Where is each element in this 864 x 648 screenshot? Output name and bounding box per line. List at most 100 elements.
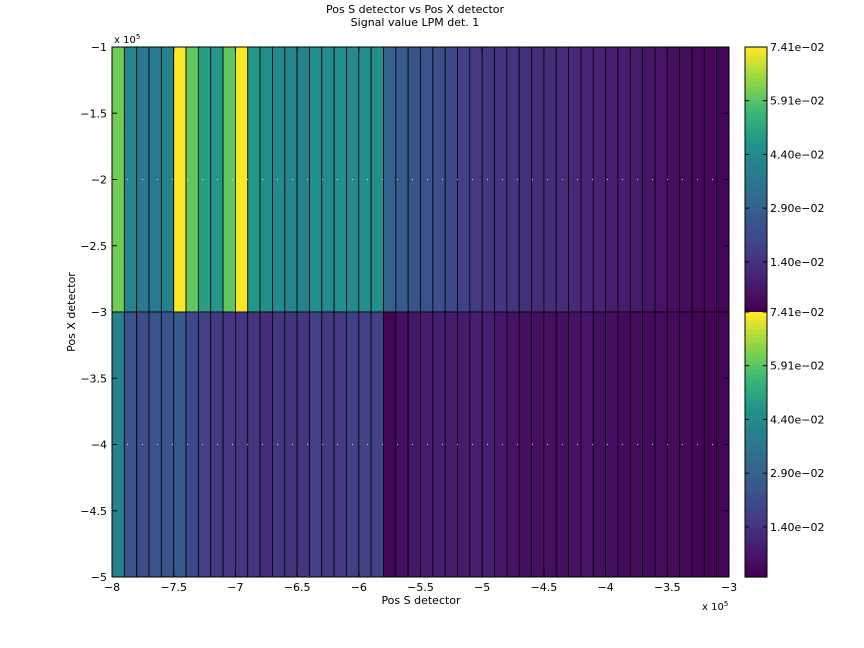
heatmap-cell bbox=[407, 311, 421, 578]
colorbar-segment bbox=[745, 440, 767, 446]
heatmap-cell bbox=[432, 311, 446, 578]
colorbar-segment bbox=[745, 404, 767, 410]
heatmap-cell bbox=[457, 311, 471, 578]
colorbar-segment bbox=[745, 100, 767, 106]
heatmap-cell bbox=[222, 46, 236, 313]
heatmap-cell bbox=[703, 311, 718, 578]
colorbar-segment bbox=[745, 272, 767, 278]
colorbar-segment bbox=[745, 108, 767, 114]
heatmap-cell bbox=[617, 311, 631, 578]
heatmap-cell bbox=[383, 46, 397, 313]
colorbar-segment bbox=[745, 413, 767, 419]
colorbar-tick-label: 1.40e−02 bbox=[770, 521, 824, 534]
colorbar-segment bbox=[745, 298, 767, 304]
colorbar-segment bbox=[745, 546, 767, 552]
heatmap-cell bbox=[543, 46, 557, 313]
heatmap-cell bbox=[518, 311, 532, 578]
colorbar-segment bbox=[745, 223, 767, 229]
colorbar-segment bbox=[745, 117, 767, 123]
colorbar-segment bbox=[745, 550, 767, 556]
colorbar-segment bbox=[745, 86, 767, 92]
heatmap-cell bbox=[642, 311, 656, 578]
colorbar-segment bbox=[745, 568, 767, 574]
heatmap-cell bbox=[679, 311, 693, 578]
colorbar-segment bbox=[745, 228, 767, 234]
colorbar-segment bbox=[745, 448, 767, 454]
colorbar-segment bbox=[745, 170, 767, 176]
x-tick-label: −3.5 bbox=[654, 581, 681, 594]
heatmap-cell bbox=[691, 311, 705, 578]
heatmap-cell bbox=[543, 311, 557, 578]
heatmap-cell bbox=[703, 46, 718, 313]
colorbar-segment bbox=[745, 175, 767, 181]
heatmap-cell bbox=[469, 311, 483, 578]
colorbar-segment bbox=[745, 400, 767, 406]
heatmap-cell bbox=[247, 311, 261, 578]
heatmap-cell bbox=[210, 311, 224, 578]
x-tick-label: −8 bbox=[104, 581, 120, 594]
heatmap-cell bbox=[148, 311, 162, 578]
colorbar-segment bbox=[745, 342, 767, 348]
colorbar-segment bbox=[745, 360, 767, 366]
colorbar-tick-label: 5.91e−02 bbox=[770, 95, 824, 108]
heatmap-cell bbox=[679, 46, 693, 313]
colorbar-segment bbox=[745, 250, 767, 256]
heatmap-cell bbox=[481, 311, 495, 578]
colorbar-segment bbox=[745, 435, 767, 441]
colorbar-tick-label: 2.90e−02 bbox=[770, 467, 824, 480]
colorbar-segment bbox=[745, 329, 767, 335]
heatmap-cell bbox=[309, 311, 323, 578]
heatmap-cell bbox=[592, 311, 607, 578]
heatmap-cell bbox=[580, 46, 594, 313]
colorbar-tick-label: 7.41e−02 bbox=[770, 41, 824, 54]
colorbar-segment bbox=[745, 148, 767, 154]
y-tick-label: −1 bbox=[91, 41, 107, 54]
colorbar-segment bbox=[745, 289, 767, 295]
chart-title: Pos S detector vs Pos X detector bbox=[326, 3, 505, 16]
heatmap-cell bbox=[654, 46, 668, 313]
x-tick-label: −7 bbox=[227, 581, 243, 594]
colorbar-segment bbox=[745, 466, 767, 472]
x-tick-label: −6 bbox=[351, 581, 367, 594]
heatmap-cell bbox=[259, 46, 273, 313]
heatmap-cell bbox=[333, 46, 347, 313]
colorbar-segment bbox=[745, 47, 767, 53]
colorbar-segment bbox=[745, 183, 767, 189]
heatmap-cell bbox=[494, 311, 508, 578]
colorbar-segment bbox=[745, 462, 767, 468]
heatmap-cell bbox=[629, 46, 644, 313]
colorbar bbox=[745, 47, 767, 578]
y-tick-label: −3 bbox=[91, 306, 107, 319]
heatmap-cell bbox=[284, 311, 298, 578]
colorbar-segment bbox=[745, 453, 767, 459]
heatmap-cell bbox=[531, 311, 545, 578]
colorbar-segment bbox=[745, 157, 767, 163]
x-tick-label: −5 bbox=[474, 581, 490, 594]
colorbar-segment bbox=[745, 236, 767, 242]
colorbar-segment bbox=[745, 387, 767, 393]
heatmap-cell bbox=[321, 46, 335, 313]
colorbar-segment bbox=[745, 254, 767, 260]
colorbar-segment bbox=[745, 153, 767, 159]
colorbar-segment bbox=[745, 532, 767, 538]
colorbar-segment bbox=[745, 161, 767, 167]
colorbar-segment bbox=[745, 241, 767, 247]
heatmap-cell bbox=[469, 46, 483, 313]
colorbar-segment bbox=[745, 214, 767, 220]
heatmap-cell bbox=[518, 46, 532, 313]
colorbar-segment bbox=[745, 391, 767, 397]
colorbar-segment bbox=[745, 55, 767, 61]
heatmap-cell bbox=[629, 311, 644, 578]
x-axis-multiplier: x 105 bbox=[702, 600, 728, 613]
y-axis-multiplier: x 105 bbox=[114, 33, 140, 46]
colorbar-segment bbox=[745, 418, 767, 424]
heatmap-cell bbox=[642, 46, 656, 313]
colorbar-segment bbox=[745, 179, 767, 185]
y-tick-label: −2 bbox=[91, 174, 107, 187]
heatmap-cell bbox=[358, 311, 372, 578]
colorbar-segment bbox=[745, 60, 767, 66]
colorbar-segment bbox=[745, 316, 767, 322]
x-tick-label: −5.5 bbox=[407, 581, 434, 594]
heatmap-cells bbox=[111, 46, 730, 578]
